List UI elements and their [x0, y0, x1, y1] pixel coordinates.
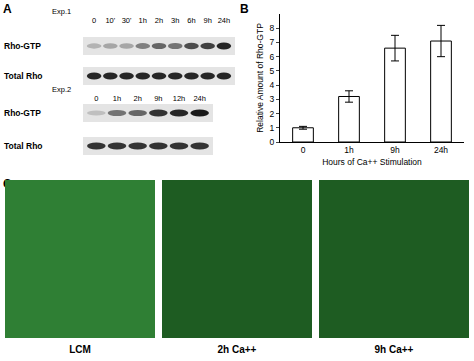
svg-text:B: B	[240, 2, 249, 16]
svg-text:12h: 12h	[173, 94, 186, 103]
svg-text:Rho-GTP: Rho-GTP	[4, 108, 41, 118]
svg-text:4: 4	[270, 80, 275, 90]
svg-text:Total Rho: Total Rho	[4, 141, 43, 151]
svg-text:24h: 24h	[193, 94, 206, 103]
svg-text:2: 2	[270, 109, 275, 119]
svg-text:5: 5	[270, 66, 275, 76]
svg-text:9h: 9h	[203, 16, 211, 25]
svg-text:0: 0	[270, 137, 275, 147]
svg-text:2h: 2h	[155, 16, 163, 25]
svg-text:2h Ca++: 2h Ca++	[218, 344, 257, 355]
svg-text:Rho-GTP: Rho-GTP	[4, 41, 41, 51]
svg-text:1: 1	[270, 123, 275, 133]
svg-text:9h Ca++: 9h Ca++	[375, 344, 414, 355]
svg-text:3h: 3h	[171, 16, 179, 25]
svg-text:3: 3	[270, 94, 275, 104]
svg-text:0: 0	[92, 16, 96, 25]
svg-text:0: 0	[94, 94, 98, 103]
svg-text:6: 6	[270, 52, 275, 62]
svg-text:9h: 9h	[390, 145, 400, 155]
svg-text:8: 8	[270, 23, 275, 33]
svg-text:2h: 2h	[133, 94, 141, 103]
svg-text:Total Rho: Total Rho	[4, 71, 43, 81]
svg-text:A: A	[3, 2, 12, 16]
svg-text:1h: 1h	[139, 16, 147, 25]
svg-text:1h: 1h	[344, 145, 354, 155]
svg-text:0: 0	[301, 145, 306, 155]
svg-text:LCM: LCM	[69, 344, 91, 355]
svg-text:24h: 24h	[434, 145, 448, 155]
svg-text:9h: 9h	[154, 94, 162, 103]
svg-text:6h: 6h	[187, 16, 195, 25]
svg-text:24h: 24h	[218, 16, 231, 25]
svg-text:Relative Amount of Rho-GTP: Relative Amount of Rho-GTP	[255, 23, 265, 133]
svg-text:1h: 1h	[113, 94, 121, 103]
svg-text:Hours of Ca++ Stimulation: Hours of Ca++ Stimulation	[322, 157, 422, 167]
svg-text:Exp.1: Exp.1	[52, 7, 71, 16]
svg-text:30': 30'	[122, 16, 132, 25]
svg-text:10': 10'	[105, 16, 115, 25]
svg-text:Exp.2: Exp.2	[52, 85, 71, 94]
svg-text:7: 7	[270, 37, 275, 47]
